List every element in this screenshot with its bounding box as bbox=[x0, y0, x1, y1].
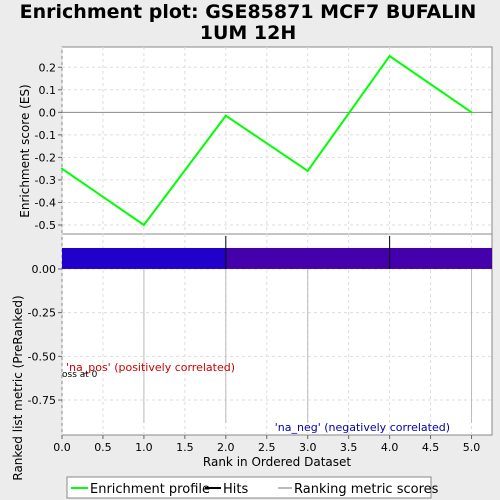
x-axis-label: Rank in Ordered Dataset bbox=[203, 455, 351, 469]
enrichment-profile-point bbox=[225, 115, 227, 117]
x-tick-label: 4.5 bbox=[422, 441, 440, 454]
legend-hits-label: Hits bbox=[223, 482, 248, 497]
rank-y-tick-label: -0.50 bbox=[28, 350, 56, 363]
ranking-bar-segment bbox=[62, 248, 226, 269]
x-tick-label: 0.0 bbox=[53, 441, 71, 454]
enrichment-profile-point bbox=[143, 224, 145, 226]
x-tick-label: 5.0 bbox=[463, 441, 481, 454]
es-y-tick-label: -0.1 bbox=[35, 129, 56, 142]
x-tick-label: 1.0 bbox=[135, 441, 153, 454]
legend-enrichment-label: Enrichment profile bbox=[90, 482, 210, 497]
chart-title-line1: Enrichment plot: GSE85871 MCF7 BUFALIN bbox=[20, 1, 477, 23]
es-y-tick-label: 0.0 bbox=[39, 106, 57, 119]
es-y-tick-label: -0.5 bbox=[35, 219, 56, 232]
es-y-tick-label: -0.3 bbox=[35, 174, 56, 187]
es-y-tick-label: -0.4 bbox=[35, 196, 56, 209]
negative-correlation-label: 'na_neg' (negatively correlated) bbox=[275, 421, 450, 434]
rank-y-ticks: 0.00 -0.25 -0.50 -0.75 bbox=[28, 263, 62, 407]
rank-y-axis-label: Ranked list metric (PreRanked) bbox=[11, 295, 25, 480]
x-ticks: 0.0 0.5 1.0 1.5 2.0 2.5 3.0 3.5 4.0 4.5 5.0 bbox=[53, 435, 480, 454]
rank-y-tick-label: -0.25 bbox=[28, 307, 56, 320]
zero-cross-label: oss at 0 bbox=[62, 370, 98, 380]
es-y-tick-label: 0.2 bbox=[39, 61, 57, 74]
enrichment-profile-point bbox=[471, 111, 473, 113]
es-y-tick-label: -0.2 bbox=[35, 151, 56, 164]
es-y-axis-label: Enrichment score (ES) bbox=[18, 84, 32, 217]
x-tick-label: 1.5 bbox=[176, 441, 194, 454]
enrichment-profile-point bbox=[389, 55, 391, 57]
x-tick-label: 3.5 bbox=[340, 441, 358, 454]
es-y-ticks: 0.2 0.1 0.0 -0.1 -0.2 -0.3 -0.4 -0.5 bbox=[35, 61, 62, 232]
x-tick-label: 4.0 bbox=[381, 441, 399, 454]
x-tick-label: 2.5 bbox=[258, 441, 276, 454]
x-tick-label: 0.5 bbox=[94, 441, 112, 454]
rank-y-tick-label: -0.75 bbox=[28, 394, 56, 407]
ranking-bar-segment bbox=[226, 248, 492, 269]
enrichment-profile-point bbox=[61, 168, 63, 170]
x-tick-label: 2.0 bbox=[217, 441, 235, 454]
es-panel bbox=[62, 47, 492, 234]
chart-title-line2: 1UM 12H bbox=[200, 22, 297, 44]
legend-ranking-label: Ranking metric scores bbox=[294, 482, 439, 497]
rank-y-tick-label: 0.00 bbox=[32, 263, 57, 276]
x-tick-label: 3.0 bbox=[299, 441, 317, 454]
enrichment-profile-point bbox=[307, 170, 309, 172]
es-y-tick-label: 0.1 bbox=[39, 84, 57, 97]
